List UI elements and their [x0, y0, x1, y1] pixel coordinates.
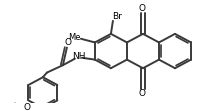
Text: O: O	[138, 89, 145, 98]
Text: NH: NH	[72, 52, 86, 61]
Text: Me: Me	[68, 33, 80, 42]
Text: O: O	[138, 4, 145, 13]
Text: O: O	[64, 38, 71, 47]
Text: O: O	[23, 103, 30, 111]
Text: Br: Br	[112, 12, 122, 21]
